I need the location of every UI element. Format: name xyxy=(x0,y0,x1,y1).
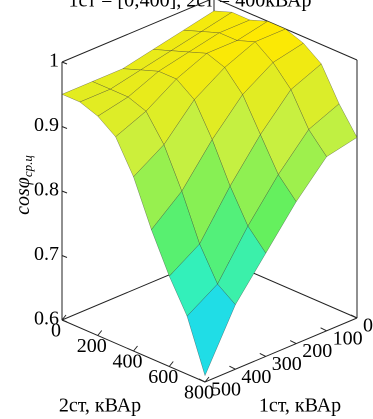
z-label-sub: ср.ц xyxy=(20,155,35,178)
z-tick-label: 0.8 xyxy=(34,179,59,201)
x-tick-label: 800 xyxy=(184,382,214,404)
x-tick-label: 600 xyxy=(148,366,178,388)
z-tick xyxy=(61,61,68,65)
y-tick-label: 0 xyxy=(363,315,373,337)
z-tick-label: 1 xyxy=(49,50,59,72)
box-edge xyxy=(204,317,358,383)
x-tick xyxy=(61,314,67,321)
z-label-main: cosφ xyxy=(12,177,34,215)
y-tick xyxy=(289,340,297,345)
box-edge xyxy=(61,0,211,63)
z-tick xyxy=(61,190,68,194)
chart-title: 1ст = [0;400], 2ст = 400кВАр xyxy=(69,0,312,12)
x-tick xyxy=(204,376,210,383)
x-tick-label: 400 xyxy=(113,351,143,373)
z-tick-label: 0.9 xyxy=(34,114,59,136)
z-axis-label: cosφср.ц xyxy=(12,155,35,215)
y-tick-label: 100 xyxy=(333,327,363,349)
y-tick-label: 300 xyxy=(272,353,302,375)
y-axis-label: 1ст, кВАр xyxy=(259,395,341,417)
y-tick-label: 500 xyxy=(211,379,241,401)
z-tick-label: 0.7 xyxy=(34,243,59,265)
z-tick-label: 0.6 xyxy=(34,308,59,330)
z-tick xyxy=(61,319,68,323)
x-tick xyxy=(168,361,174,367)
y-tick-label: 400 xyxy=(241,366,271,388)
y-tick-label: 200 xyxy=(302,340,332,362)
x-tick xyxy=(97,330,103,336)
z-tick xyxy=(61,126,68,129)
z-tick xyxy=(61,255,68,258)
y-tick xyxy=(259,352,267,357)
x-tick-label: 200 xyxy=(77,335,107,357)
x-tick xyxy=(133,345,138,352)
y-tick xyxy=(350,314,358,319)
y-tick xyxy=(320,327,327,332)
x-tick-label: 0 xyxy=(51,320,61,342)
x-axis-label: 2ст, кВАр xyxy=(59,395,141,417)
surface-patch xyxy=(186,283,236,377)
y-tick xyxy=(198,378,206,383)
y-tick xyxy=(229,365,236,370)
